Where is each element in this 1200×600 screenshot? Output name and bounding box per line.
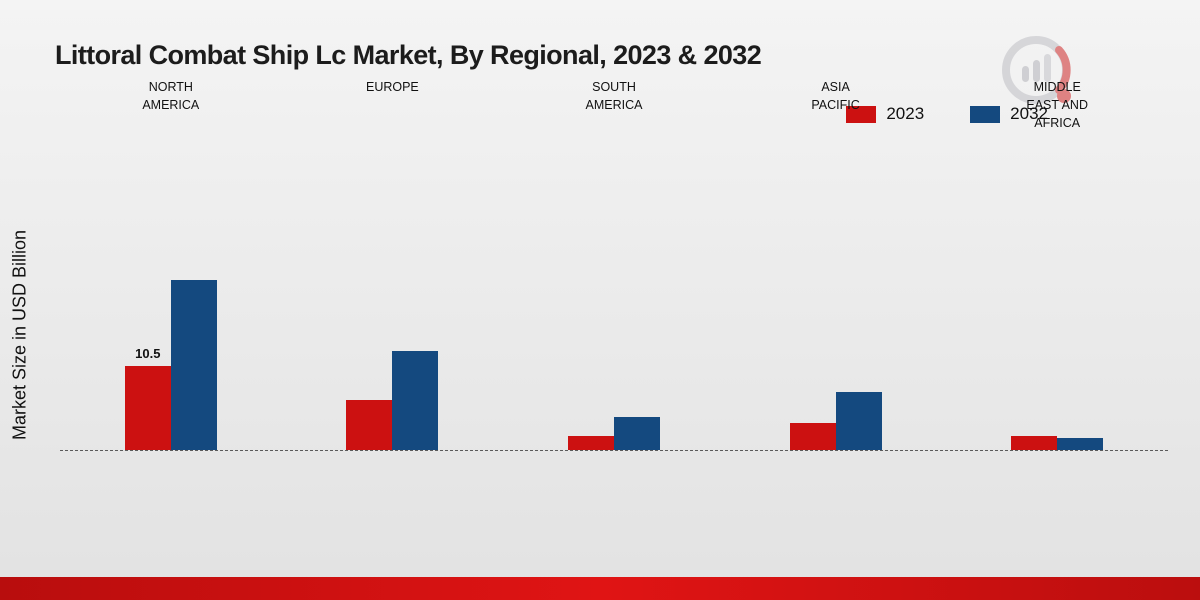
bar-group-asia-pacific	[789, 392, 882, 450]
legend-swatch-2023	[846, 105, 877, 123]
bar-2023-south-america	[568, 435, 614, 450]
bottom-accent-band	[0, 577, 1200, 600]
category-label-europe: EUROPE	[365, 80, 419, 94]
legend: 2023 2032	[846, 104, 1048, 124]
bar-group-middle-east-and-africa	[1011, 436, 1104, 450]
bar-2032-europe	[392, 350, 439, 450]
plot-area: 10.5 NORTH AMERICA EUROPE SOUTH AMERICA ASIA…	[60, 70, 1168, 451]
bar-2032-middle-east-and-africa	[1057, 438, 1104, 450]
bar-2023-middle-east-and-africa	[1011, 436, 1058, 450]
bar-2032-asia-pacific	[835, 392, 882, 450]
legend-label-2023: 2023	[886, 104, 925, 123]
bar-2032-south-america	[614, 417, 660, 450]
bar-value-label: 10.5	[135, 346, 161, 361]
bar-group-south-america	[568, 417, 660, 450]
bar-2023-north-america: 10.5	[124, 346, 171, 450]
legend-item-2023: 2023	[846, 104, 924, 124]
category-label-asia-pacific: ASIA PACIFIC	[811, 80, 860, 113]
category-label-north-america: NORTH AMERICA	[142, 80, 200, 113]
legend-label-2032: 2032	[1010, 104, 1048, 123]
bar-2023-europe	[346, 400, 393, 450]
x-axis-baseline	[60, 450, 1168, 451]
bar-group-europe	[346, 350, 439, 450]
bar-group-north-america: 10.5	[124, 280, 217, 450]
legend-item-2032: 2032	[970, 104, 1048, 124]
y-axis-label: Market Size in USD Billion	[9, 229, 30, 441]
legend-swatch-2032	[970, 105, 1001, 123]
bar-2023-asia-pacific	[789, 422, 836, 450]
bar-2032-north-america	[170, 280, 217, 450]
category-label-middle-east-and-africa: MIDDLE EAST AND AFRICA	[1026, 80, 1088, 131]
category-label-south-america: SOUTH AMERICA	[585, 80, 643, 113]
brand-watermark-logo	[1002, 36, 1071, 104]
chart-title: Littoral Combat Ship Lc Market, By Regio…	[55, 40, 762, 70]
